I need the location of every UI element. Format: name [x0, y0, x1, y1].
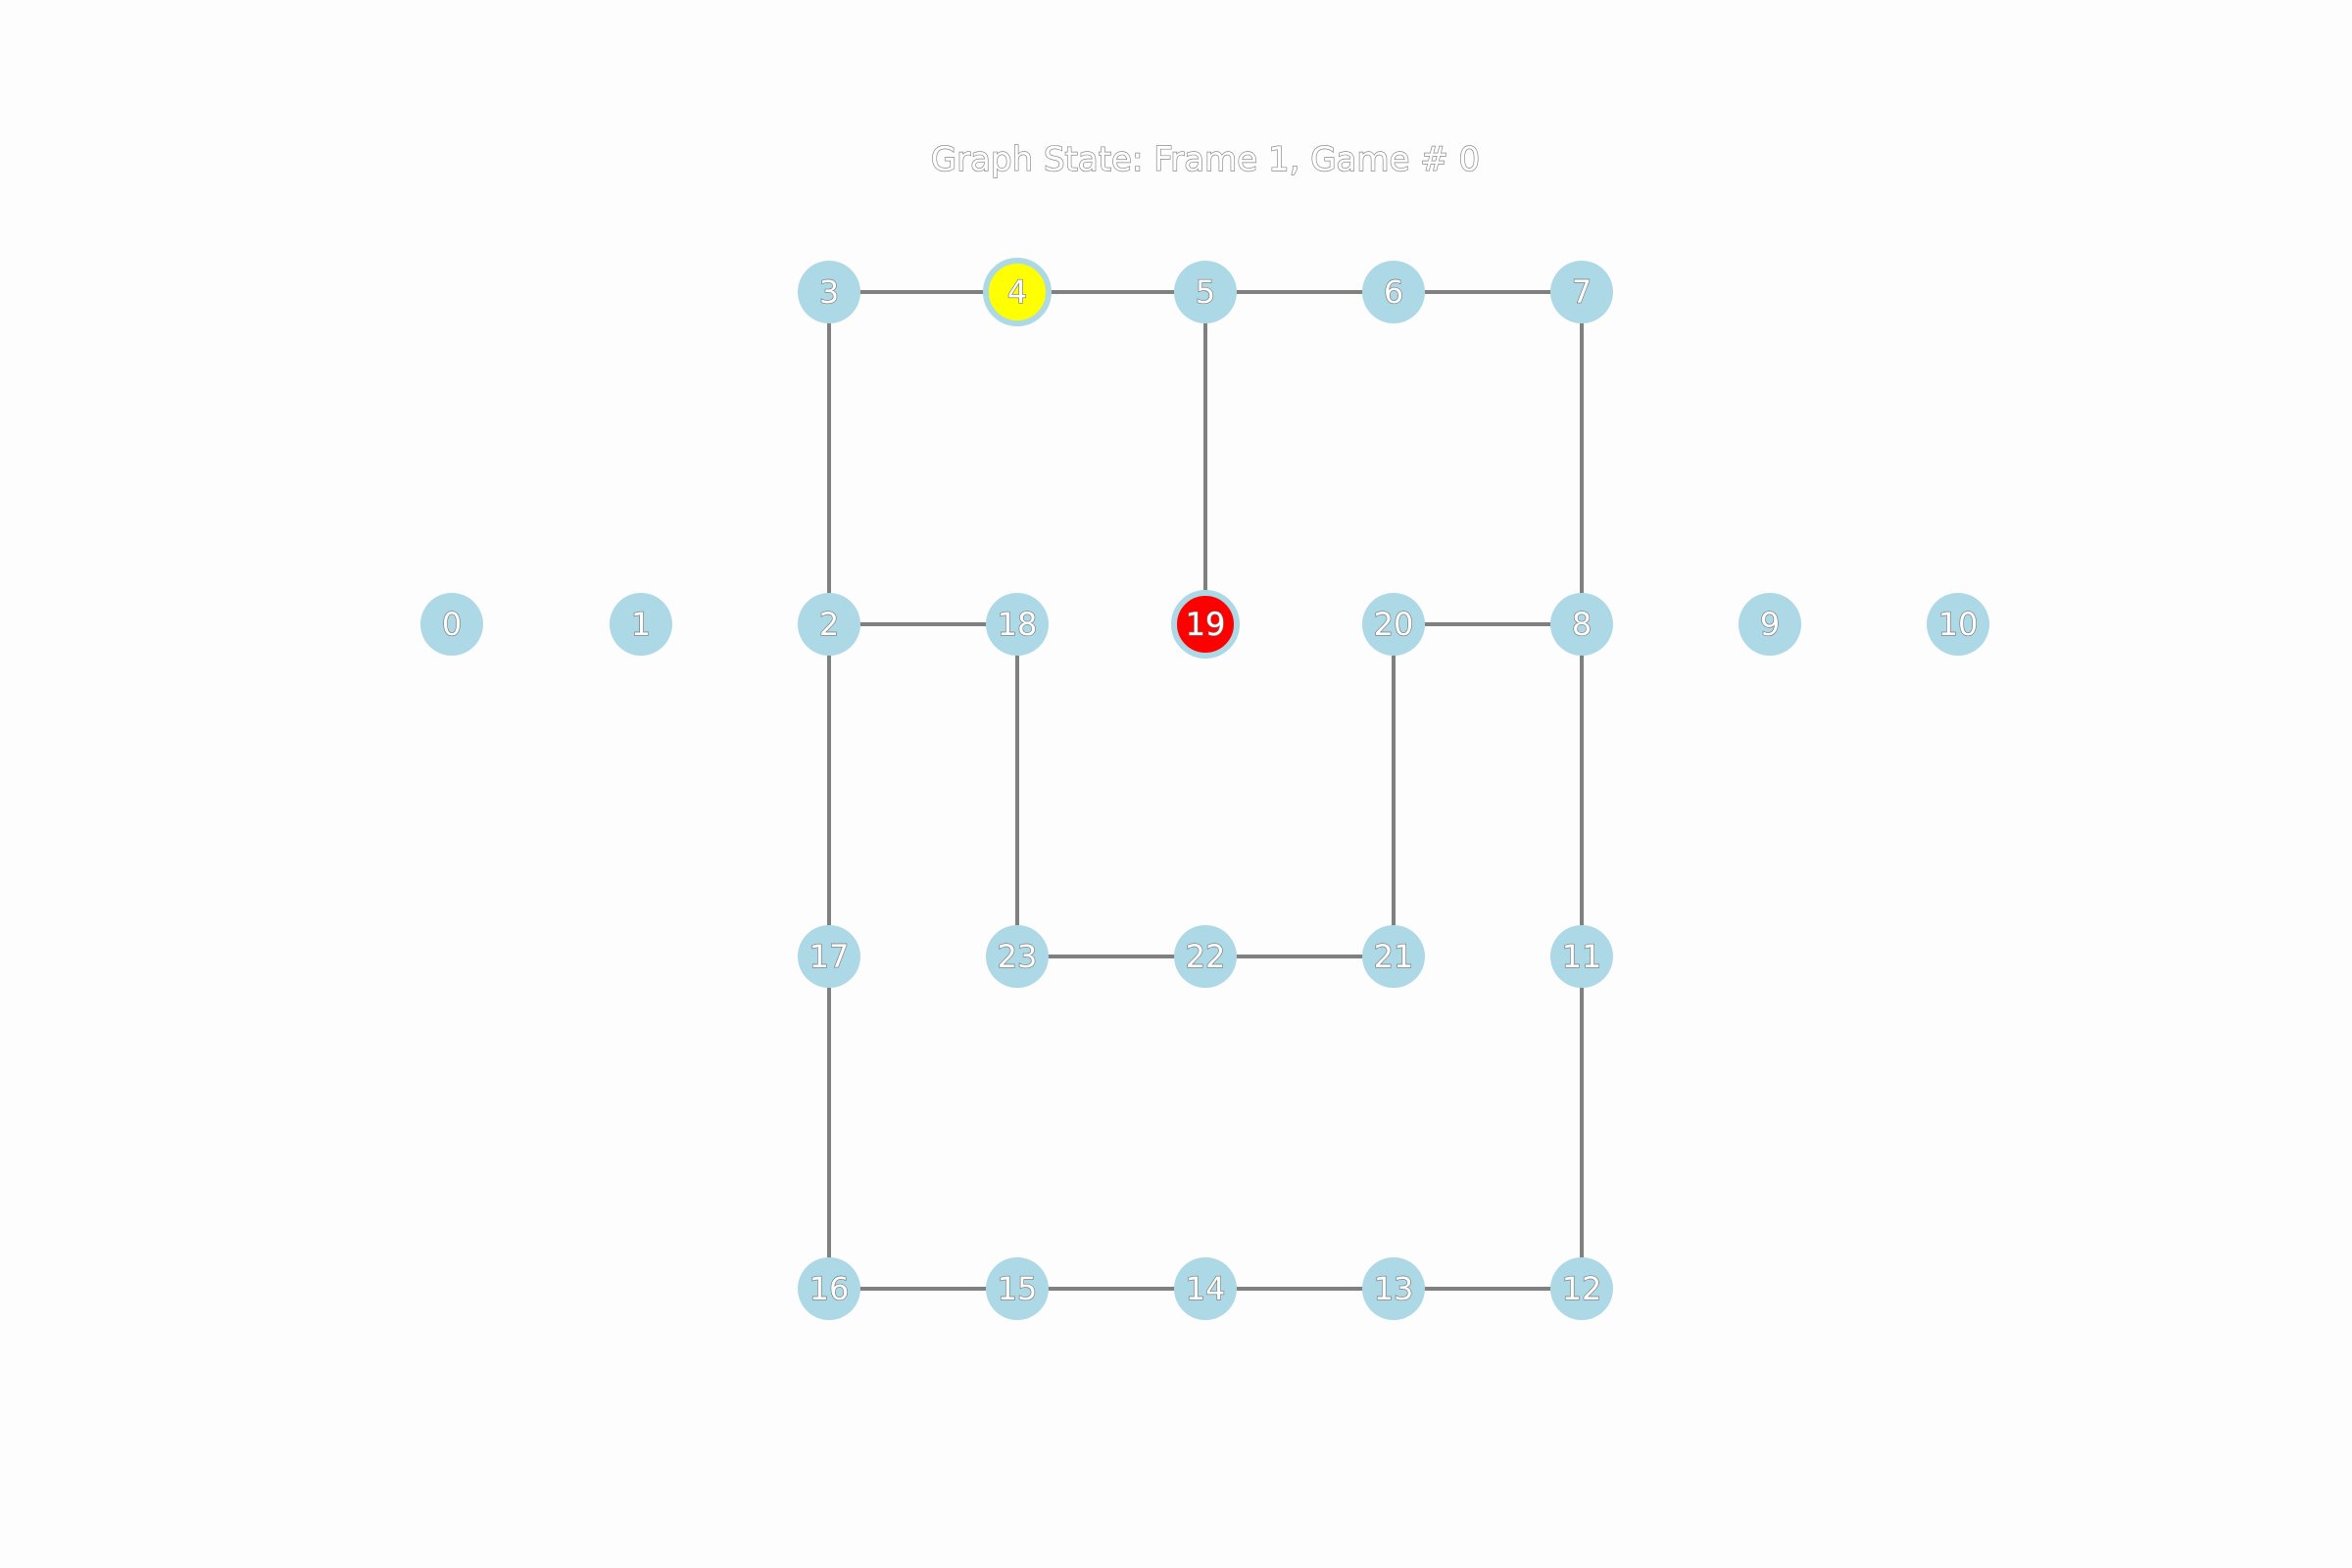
node-label-7: 7 — [1572, 273, 1592, 311]
node-circle-17 — [798, 925, 860, 988]
node-label-20: 20 — [1374, 606, 1414, 643]
node-label-13: 13 — [1374, 1270, 1414, 1307]
node-label-11: 11 — [1562, 938, 1602, 975]
node-label-17: 17 — [809, 938, 850, 975]
node-label-15: 15 — [998, 1270, 1038, 1307]
node-label-6: 6 — [1384, 273, 1403, 311]
node-14: 14 — [1174, 1257, 1237, 1320]
node-label-2: 2 — [819, 606, 839, 643]
node-label-4: 4 — [1007, 273, 1027, 311]
node-label-18: 18 — [998, 606, 1038, 643]
node-16: 16 — [798, 1257, 860, 1320]
node-label-0: 0 — [442, 606, 462, 643]
node-22: 22 — [1174, 925, 1237, 988]
node-label-5: 5 — [1196, 273, 1215, 311]
node-circle-8 — [1550, 593, 1613, 656]
node-label-3: 3 — [819, 273, 839, 311]
node-11: 11 — [1550, 925, 1613, 988]
node-label-9: 9 — [1760, 606, 1780, 643]
node-4: 4 — [983, 258, 1052, 326]
node-circle-12 — [1550, 1257, 1613, 1320]
node-1: 1 — [610, 593, 672, 656]
node-circle-16 — [798, 1257, 860, 1320]
graph-title: Graph State: Frame 1, Game # 0 — [931, 140, 1480, 179]
node-circle-15 — [986, 1257, 1049, 1320]
node-8: 8 — [1550, 593, 1613, 656]
node-12: 12 — [1550, 1257, 1613, 1320]
node-label-14: 14 — [1186, 1270, 1226, 1307]
node-9: 9 — [1739, 593, 1801, 656]
node-circle-11 — [1550, 925, 1613, 988]
node-19: 19 — [1171, 590, 1240, 659]
node-3: 3 — [798, 261, 860, 323]
node-circle-14 — [1174, 1257, 1237, 1320]
node-circle-6 — [1362, 261, 1425, 323]
node-circle-9 — [1739, 593, 1801, 656]
node-7: 7 — [1550, 261, 1613, 323]
node-18: 18 — [986, 593, 1049, 656]
node-circle-23 — [986, 925, 1049, 988]
node-label-23: 23 — [998, 938, 1038, 975]
node-circle-19 — [1171, 590, 1240, 659]
node-circle-0 — [420, 593, 483, 656]
node-label-12: 12 — [1562, 1270, 1602, 1307]
node-label-16: 16 — [809, 1270, 850, 1307]
node-5: 5 — [1174, 261, 1237, 323]
node-circle-5 — [1174, 261, 1237, 323]
node-label-8: 8 — [1572, 606, 1592, 643]
node-label-10: 10 — [1938, 606, 1979, 643]
node-2: 2 — [798, 593, 860, 656]
node-label-22: 22 — [1186, 938, 1226, 975]
node-label-1: 1 — [631, 606, 651, 643]
node-label-19: 19 — [1186, 606, 1226, 643]
node-15: 15 — [986, 1257, 1049, 1320]
node-circle-7 — [1550, 261, 1613, 323]
node-circle-1 — [610, 593, 672, 656]
node-23: 23 — [986, 925, 1049, 988]
edges-layer — [827, 290, 1584, 1291]
node-circle-2 — [798, 593, 860, 656]
node-10: 10 — [1927, 593, 1989, 656]
node-circle-4 — [983, 258, 1052, 326]
node-circle-18 — [986, 593, 1049, 656]
node-circle-21 — [1362, 925, 1425, 988]
node-circle-22 — [1174, 925, 1237, 988]
node-0: 0 — [420, 593, 483, 656]
node-circle-10 — [1927, 593, 1989, 656]
node-20: 20 — [1362, 593, 1425, 656]
node-13: 13 — [1362, 1257, 1425, 1320]
node-circle-3 — [798, 261, 860, 323]
node-6: 6 — [1362, 261, 1425, 323]
node-21: 21 — [1362, 925, 1425, 988]
node-circle-13 — [1362, 1257, 1425, 1320]
node-label-21: 21 — [1374, 938, 1414, 975]
node-17: 17 — [798, 925, 860, 988]
node-circle-20 — [1362, 593, 1425, 656]
